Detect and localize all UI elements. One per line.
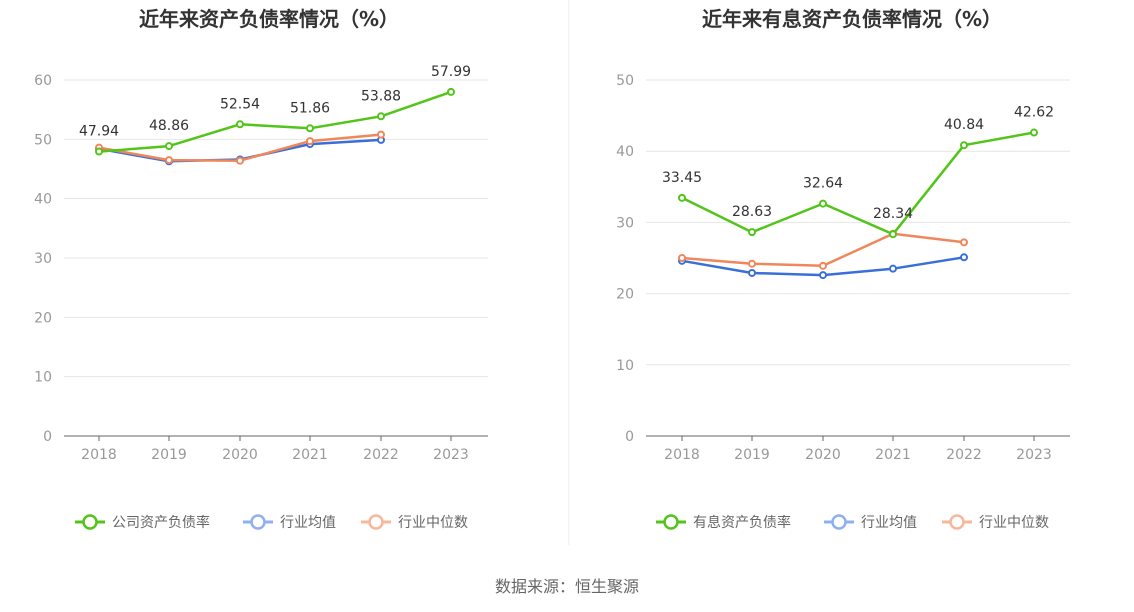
chart2-title: 近年来有息资产负债率情况（%）: [702, 7, 1002, 31]
chart1-title: 近年来资产负债率情况（%）: [139, 7, 399, 31]
chart2-x-tick-label: 2021: [875, 447, 911, 463]
chart2-data-label: 42.62: [1014, 105, 1054, 121]
chart1-series-line: [98, 90, 452, 153]
chart2-data-point[interactable]: [1030, 128, 1038, 137]
chart2-legend-label[interactable]: 行业中位数: [979, 515, 1049, 531]
chart1-data-label: 52.54: [220, 96, 260, 112]
chart1-x-tick-label: 2018: [81, 447, 117, 463]
chart1-legend-swatch-marker[interactable]: [368, 514, 384, 530]
chart2-data-label: 28.63: [732, 204, 772, 220]
chart2-data-label: 40.84: [944, 117, 984, 133]
chart2-data-point[interactable]: [819, 199, 827, 208]
chart1-legend-swatch-marker[interactable]: [250, 514, 266, 530]
chart1-x-tick-label: 2020: [222, 447, 258, 463]
chart1-legend-swatch-marker[interactable]: [82, 514, 98, 530]
chart2-data-point[interactable]: [678, 193, 686, 202]
chart1-y-tick-label: 20: [34, 310, 52, 326]
chart1-data-point[interactable]: [165, 142, 173, 151]
chart1-legend-label[interactable]: 行业均值: [280, 515, 336, 531]
chart2-legend-swatch-marker[interactable]: [949, 514, 965, 530]
chart1-y-tick-label: 30: [34, 251, 52, 267]
chart2-y-tick-label: 40: [616, 144, 634, 160]
chart1-data-point[interactable]: [165, 156, 173, 165]
chart2-data-point[interactable]: [748, 268, 756, 277]
chart2-data-label: 33.45: [662, 170, 702, 186]
chart1-data-point[interactable]: [447, 87, 455, 96]
chart1-data-label: 51.86: [290, 100, 330, 116]
chart1-data-point[interactable]: [306, 137, 314, 146]
chart1-y-tick-label: 10: [34, 370, 52, 386]
chart1-y-tick-label: 60: [34, 73, 52, 89]
chart1-y-tick-label: 40: [34, 192, 52, 208]
chart2-data-point[interactable]: [748, 228, 756, 237]
chart2-y-tick-label: 50: [616, 73, 634, 89]
chart2-data-point[interactable]: [748, 259, 756, 268]
chart2-data-label: 32.64: [803, 176, 843, 192]
chart2-data-point[interactable]: [889, 230, 897, 239]
chart1-y-tick-label: 50: [34, 132, 52, 148]
chart1-x-tick-label: 2021: [292, 447, 328, 463]
chart2-data-point[interactable]: [819, 271, 827, 280]
chart1-data-label: 53.88: [361, 88, 401, 104]
chart2-y-tick-label: 30: [616, 215, 634, 231]
chart1-data-label: 57.99: [431, 64, 471, 80]
chart2-x-tick-label: 2020: [805, 447, 841, 463]
chart1-data-point[interactable]: [306, 124, 314, 133]
chart1-data-point[interactable]: [236, 120, 244, 129]
chart2-legend-label[interactable]: 有息资产负债率: [693, 514, 791, 531]
chart2-legend-swatch-marker[interactable]: [831, 514, 847, 530]
chart1-data-label: 47.94: [79, 124, 119, 140]
chart2-y-tick-label: 0: [625, 429, 634, 445]
chart1-data-point[interactable]: [377, 112, 385, 121]
chart2-data-point[interactable]: [889, 264, 897, 273]
chart2-series-line: [681, 232, 965, 268]
chart2-x-tick-label: 2019: [734, 447, 770, 463]
chart1-x-tick-label: 2019: [151, 447, 187, 463]
chart2-series-line: [681, 131, 1035, 236]
chart1-data-point[interactable]: [236, 156, 244, 165]
chart1-y-tick-label: 0: [43, 429, 52, 445]
chart2-data-label: 28.34: [873, 206, 913, 222]
chart2-data-point[interactable]: [960, 253, 968, 262]
chart2-x-tick-label: 2018: [664, 447, 700, 463]
chart1-data-point[interactable]: [377, 130, 385, 139]
chart2-data-point[interactable]: [678, 254, 686, 262]
chart1-x-tick-label: 2022: [363, 447, 399, 463]
chart2-legend-label[interactable]: 行业均值: [861, 515, 917, 531]
chart2-y-tick-label: 20: [616, 287, 634, 303]
source-label: 数据来源：恒生聚源: [495, 577, 639, 596]
chart1-data-point[interactable]: [95, 147, 103, 156]
chart2-x-tick-label: 2023: [1016, 447, 1052, 463]
chart2-y-tick-label: 10: [616, 358, 634, 374]
chart2-legend-swatch-marker[interactable]: [663, 514, 679, 530]
chart1-x-tick-label: 2023: [433, 447, 469, 463]
chart1-data-label: 48.86: [149, 118, 189, 134]
chart2-data-point[interactable]: [960, 238, 968, 247]
chart2-x-tick-label: 2022: [946, 447, 982, 463]
chart2-data-point[interactable]: [819, 261, 827, 270]
chart1-legend-label[interactable]: 行业中位数: [398, 515, 468, 531]
chart1-legend-label[interactable]: 公司资产负债率: [112, 514, 210, 531]
chart2-data-point[interactable]: [960, 141, 968, 150]
